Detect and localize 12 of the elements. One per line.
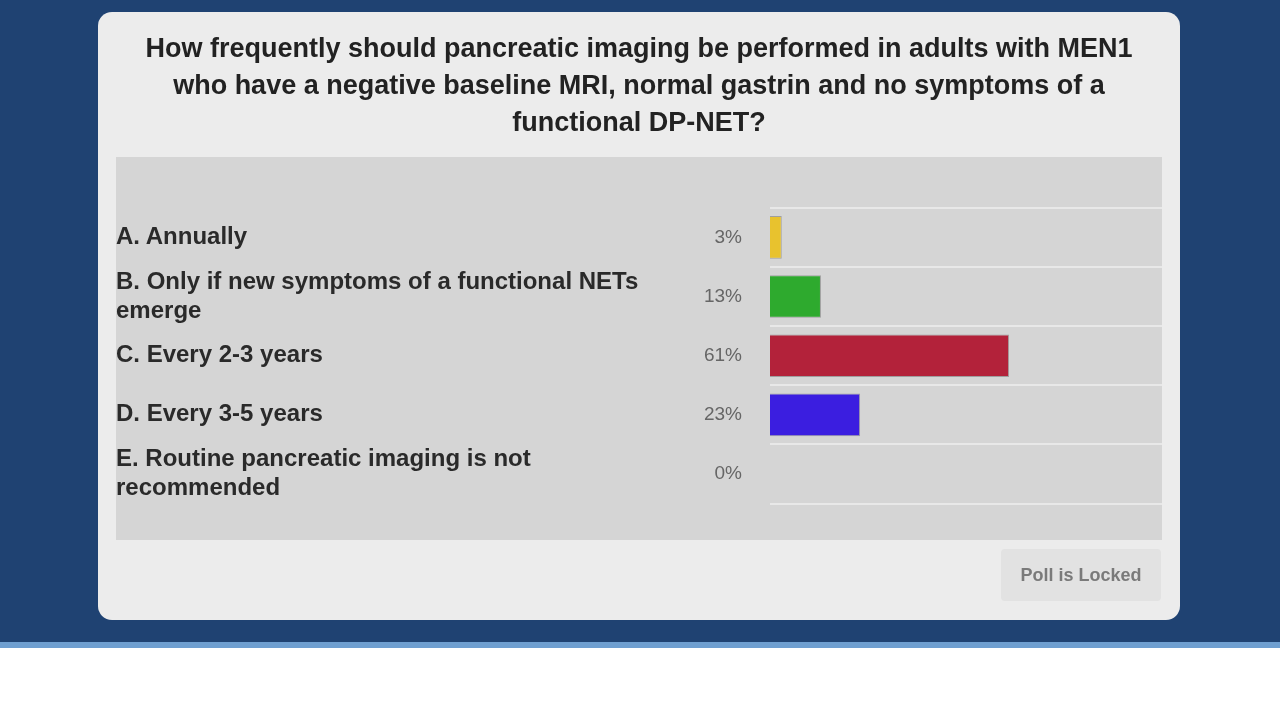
text: Poll is Locked — [1001, 549, 1161, 601]
data-label: 23% — [703, 403, 743, 425]
data-label: 0% — [714, 462, 743, 484]
y-tick-label: B. Only if new symptoms of a functional NETs emerge — [116, 266, 639, 323]
data-label: 61% — [703, 343, 743, 365]
chart-title: How frequently should pancreatic imaging be performed in adults with MEN1 who have a negative baseline MRI, normal gastrin and no symptoms of a functional DP-NET? — [144, 32, 1134, 139]
y-tick-label: E. Routine pancreatic imaging is not recommended — [116, 444, 531, 501]
y-tick-label: D. Every 3-5 years — [116, 399, 323, 427]
data-label: 13% — [703, 284, 743, 306]
data-label: 3% — [714, 225, 743, 247]
y-tick-label: A. Annually — [116, 222, 248, 250]
y-tick-label: C. Every 2-3 years — [116, 340, 323, 368]
